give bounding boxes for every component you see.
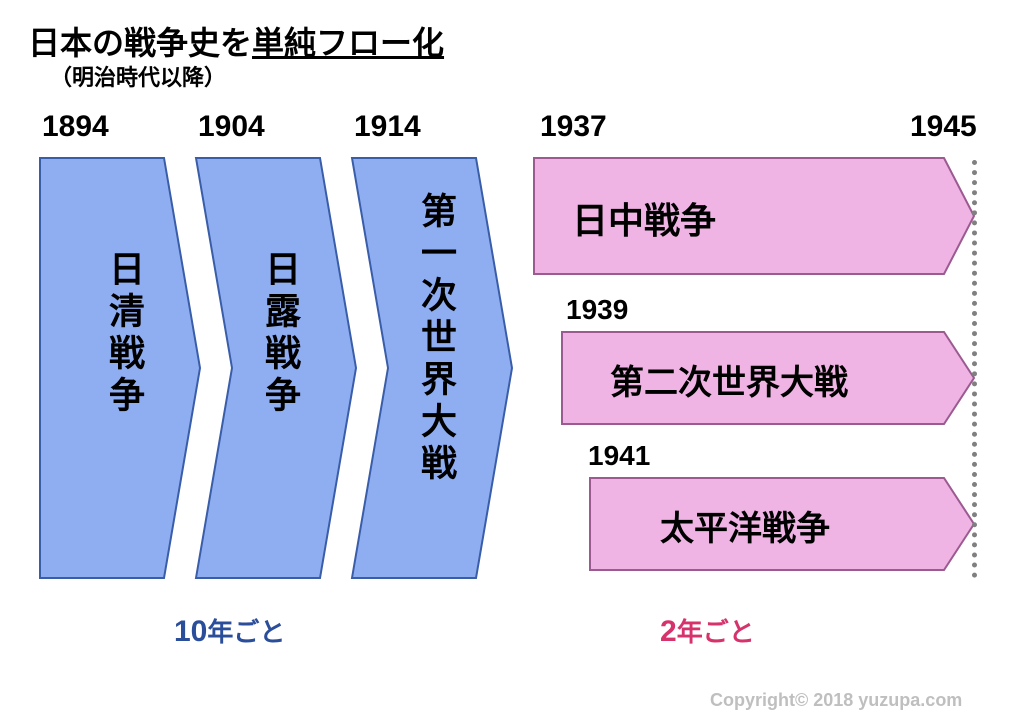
year-label-top: 1914 xyxy=(354,110,421,144)
interval-number: 2 xyxy=(660,615,677,648)
year-label-top: 1904 xyxy=(198,110,265,144)
pink-arrow-label: 第二次世界大戦 xyxy=(610,355,848,404)
pink-arrow-label: 太平洋戦争 xyxy=(660,501,830,550)
end-year-dotted-line xyxy=(972,160,977,578)
title-underlined: 単純フロー化 xyxy=(252,25,444,61)
blue-arrow-label: 第一次世界大戦 xyxy=(410,192,462,486)
year-label-inline: 1939 xyxy=(566,294,628,326)
year-label-top: 1937 xyxy=(540,110,607,144)
copyright-text: Copyright© 2018 yuzupa.com xyxy=(710,690,962,711)
year-label-top: 1945 xyxy=(910,110,977,144)
interval-unit: 年ごと xyxy=(207,617,285,647)
blue-arrow-label: 日露戦争 xyxy=(254,250,306,418)
page-subtitle: （明治時代以降） xyxy=(50,60,226,92)
interval-label: 2年ごと xyxy=(660,612,755,649)
interval-number: 10 xyxy=(174,615,207,648)
year-label-inline: 1941 xyxy=(588,440,650,472)
year-label-top: 1894 xyxy=(42,110,109,144)
interval-label: 10年ごと xyxy=(174,612,285,649)
page-title: 日本の戦争史を単純フロー化 xyxy=(28,18,444,64)
pink-arrow-label: 日中戦争 xyxy=(572,192,716,244)
blue-arrow-label: 日清戦争 xyxy=(98,250,150,418)
title-prefix: 日本の戦争史を xyxy=(28,25,252,61)
interval-unit: 年ごと xyxy=(677,617,755,647)
